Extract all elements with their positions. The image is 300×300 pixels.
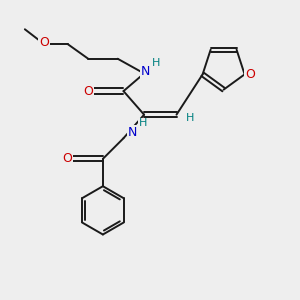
- Text: O: O: [39, 36, 49, 49]
- Text: N: N: [128, 126, 137, 139]
- Text: O: O: [63, 152, 73, 165]
- Text: N: N: [141, 65, 150, 79]
- Text: H: H: [186, 112, 194, 123]
- Text: H: H: [139, 118, 147, 128]
- Text: H: H: [152, 58, 161, 68]
- Text: O: O: [245, 68, 255, 81]
- Text: O: O: [83, 85, 93, 98]
